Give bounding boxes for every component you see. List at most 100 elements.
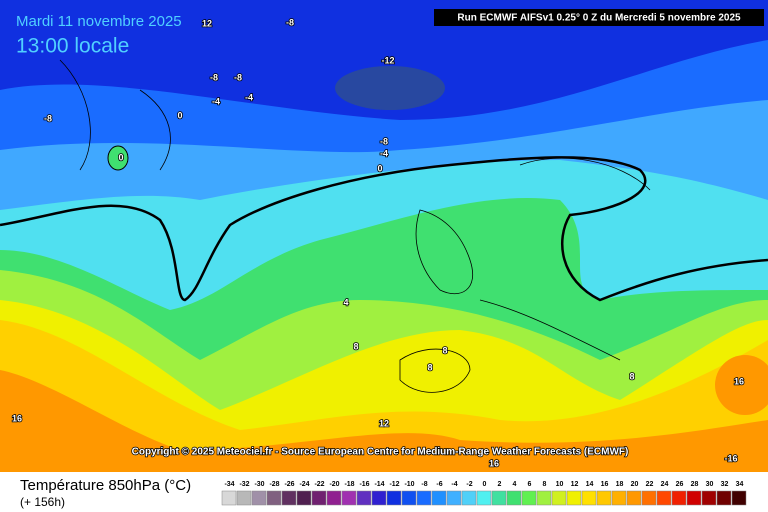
legend-label: -14: [374, 481, 384, 488]
legend-swatch: [401, 490, 417, 506]
contour-label: 16: [489, 458, 499, 468]
contour-label: 0: [177, 110, 182, 120]
legend-label: 14: [586, 481, 594, 488]
legend-swatch: [296, 490, 312, 506]
legend-label: 34: [736, 481, 744, 488]
region: [715, 355, 768, 415]
legend-label: 32: [721, 481, 729, 488]
legend-swatch: [581, 490, 597, 506]
legend-label: -28: [269, 481, 279, 488]
contour-label: -8: [234, 72, 242, 82]
legend: -34 -32 -30 -28 -26 -24 -22 -20 -18 -16 -14 -12 -10-…: [221, 481, 747, 506]
contour-label: -8: [210, 72, 218, 82]
variable-title: Température 850hPa (°C): [20, 477, 191, 494]
legend-label: -22: [314, 481, 324, 488]
legend-label: 10: [556, 481, 564, 488]
legend-swatch: [311, 490, 327, 506]
freezing-line: [0, 156, 768, 302]
legend-swatch: [416, 490, 432, 506]
legend-label: -34: [224, 481, 234, 488]
legend-swatch: [671, 490, 687, 506]
contour-label: 8: [442, 345, 447, 355]
run-box: [434, 9, 764, 26]
legend-swatch: [266, 490, 282, 506]
legend-label: -32: [239, 481, 249, 488]
contour-label: 0: [377, 163, 382, 173]
legend-swatch: [596, 490, 612, 506]
legend-label: -8: [421, 481, 427, 488]
legend-label: -2: [466, 481, 472, 488]
contour-label: 12: [202, 18, 212, 28]
legend-swatch: [641, 490, 657, 506]
contour-label: -4: [212, 96, 220, 106]
legend-label: 20: [631, 481, 639, 488]
legend-label: -10: [404, 481, 414, 488]
legend-label: -4: [451, 481, 457, 488]
legend-swatch: [461, 490, 477, 506]
legend-label: 12: [571, 481, 579, 488]
map: [0, 0, 768, 472]
legend-label: 4: [513, 481, 517, 488]
legend-label: 18: [616, 481, 624, 488]
contour-label: -8: [286, 17, 294, 27]
contour-label: 16: [734, 376, 744, 386]
legend-swatch: [341, 490, 357, 506]
contour-label: -4: [245, 92, 253, 102]
contour-label: -12: [381, 55, 394, 65]
legend-swatch: [281, 490, 297, 506]
legend-swatch: [701, 490, 717, 506]
legend-swatch: [326, 490, 342, 506]
legend-label: 8: [543, 481, 547, 488]
legend-label: -12: [389, 481, 399, 488]
legend-label: 22: [646, 481, 654, 488]
run-info: Run ECMWF AIFSv1 0.25° 0 Z du Mercredi 5…: [457, 13, 741, 24]
legend-label: -6: [436, 481, 442, 488]
map-time: 13:00 locale: [16, 35, 129, 58]
copyright: Copyright © 2025 Meteociel.fr - Source E…: [132, 447, 629, 458]
legend-label: 30: [706, 481, 714, 488]
legend-label: -20: [329, 481, 339, 488]
legend-swatch: [521, 490, 537, 506]
legend-label: -18: [344, 481, 354, 488]
legend-label: -16: [359, 481, 369, 488]
legend-swatch: [566, 490, 582, 506]
legend-swatch: [536, 490, 552, 506]
legend-label: -30: [254, 481, 264, 488]
map-title: Mardi 11 novembre 2025: [16, 13, 182, 30]
legend-swatch: [221, 490, 237, 506]
contour-label: 4: [343, 297, 348, 307]
legend-swatch: [491, 490, 507, 506]
contour-label: 0: [118, 152, 123, 162]
legend-swatch: [716, 490, 732, 506]
contour-label: -4: [380, 148, 388, 158]
legend-swatch: [476, 490, 492, 506]
contour-label: 8: [629, 371, 634, 381]
legend-swatch: [656, 490, 672, 506]
legend-label: 24: [661, 481, 669, 488]
legend-label: 26: [676, 481, 684, 488]
contour-label: 8: [353, 341, 358, 351]
legend-swatch: [371, 490, 387, 506]
contour-labels: 12 -8 -12 -8 -8 -4 -4 0 0 -8 -8 -4 0 4 8…: [11, 17, 745, 470]
contour-label: -8: [44, 113, 52, 123]
legend-label: 16: [601, 481, 609, 488]
contour-label: -8: [380, 136, 388, 146]
legend-swatch: [686, 490, 702, 506]
legend-label: -24: [299, 481, 309, 488]
legend-swatch: [236, 490, 252, 506]
legend-swatch: [431, 490, 447, 506]
legend-label: -26: [284, 481, 294, 488]
legend-swatch: [626, 490, 642, 506]
legend-swatch: [551, 490, 567, 506]
legend-swatch: [446, 490, 462, 506]
legend-label: 28: [691, 481, 699, 488]
legend-label: 0: [483, 481, 487, 488]
legend-swatch: [356, 490, 372, 506]
region: [0, 370, 768, 472]
legend-swatch: [731, 490, 747, 506]
legend-swatch: [506, 490, 522, 506]
cold-core: [107, 145, 129, 171]
cold-core: [335, 66, 445, 110]
legend-label: 2: [498, 481, 502, 488]
